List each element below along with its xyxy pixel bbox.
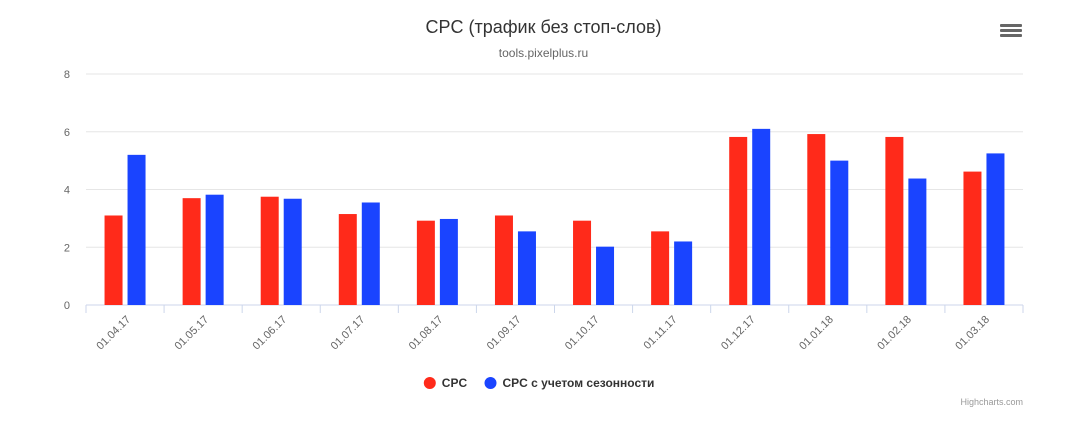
y-tick-label: 2 [64, 242, 70, 254]
bar-cpc-seasonal [596, 246, 615, 305]
bar-cpc [260, 196, 279, 305]
x-tick-label: 01.04.17 [94, 314, 133, 353]
x-tick-label: 01.07.17 [329, 314, 368, 353]
bar-cpc-seasonal [205, 194, 224, 305]
legend-marker [484, 377, 497, 389]
bar-cpc [963, 171, 982, 305]
y-tick-label: 8 [64, 69, 70, 81]
x-tick-label: 01.10.17 [563, 314, 602, 353]
x-tick-label: 01.01.18 [797, 314, 836, 353]
menu-line [1000, 24, 1022, 27]
bar-cpc [651, 231, 670, 305]
x-tick-label: 01.02.18 [875, 314, 914, 353]
bar-cpc [885, 136, 904, 305]
x-tick-label: 01.06.17 [251, 314, 290, 353]
x-tick-label: 01.05.17 [172, 314, 211, 353]
chart-subtitle: tools.pixelplus.ru [498, 46, 589, 60]
bar-cpc [104, 215, 123, 305]
x-tick-label: 01.12.17 [719, 314, 758, 353]
bar-cpc [729, 136, 748, 305]
bar-cpc-seasonal [283, 198, 302, 305]
bar-cpc [416, 220, 435, 305]
credits-link[interactable]: Highcharts.com [960, 397, 1023, 407]
bar-cpc-seasonal [752, 128, 771, 305]
bar-cpc-seasonal [674, 241, 693, 305]
y-tick-label: 4 [64, 185, 70, 197]
x-tick-label: 01.09.17 [485, 314, 524, 353]
bar-cpc [338, 214, 357, 305]
menu-line [1000, 34, 1022, 37]
bar-cpc-seasonal [830, 160, 849, 305]
bar-cpc-seasonal [127, 154, 146, 305]
hamburger-menu-icon[interactable] [1000, 24, 1022, 44]
legend-item: CPC [442, 376, 468, 390]
bar-cpc-seasonal [361, 202, 380, 305]
bar-cpc-seasonal [439, 218, 458, 305]
bar-cpc [807, 134, 826, 305]
bar-cpc [182, 198, 201, 305]
menu-line [1000, 29, 1022, 32]
bar-cpc-seasonal [986, 153, 1005, 305]
bar-cpc [494, 215, 513, 305]
chart-title: CPC (трафик без стоп-слов) [425, 17, 662, 37]
bar-cpc-seasonal [517, 231, 536, 305]
y-tick-label: 6 [64, 127, 70, 139]
x-tick-label: 01.11.17 [642, 314, 680, 352]
x-tick-label: 01.03.18 [953, 314, 992, 353]
x-tick-label: 01.08.17 [407, 314, 446, 353]
legend-item: CPC с учетом сезонности [503, 376, 655, 390]
legend-marker [423, 377, 436, 389]
bar-cpc [573, 220, 592, 305]
bar-cpc-seasonal [908, 178, 927, 305]
y-tick-label: 0 [64, 300, 70, 312]
